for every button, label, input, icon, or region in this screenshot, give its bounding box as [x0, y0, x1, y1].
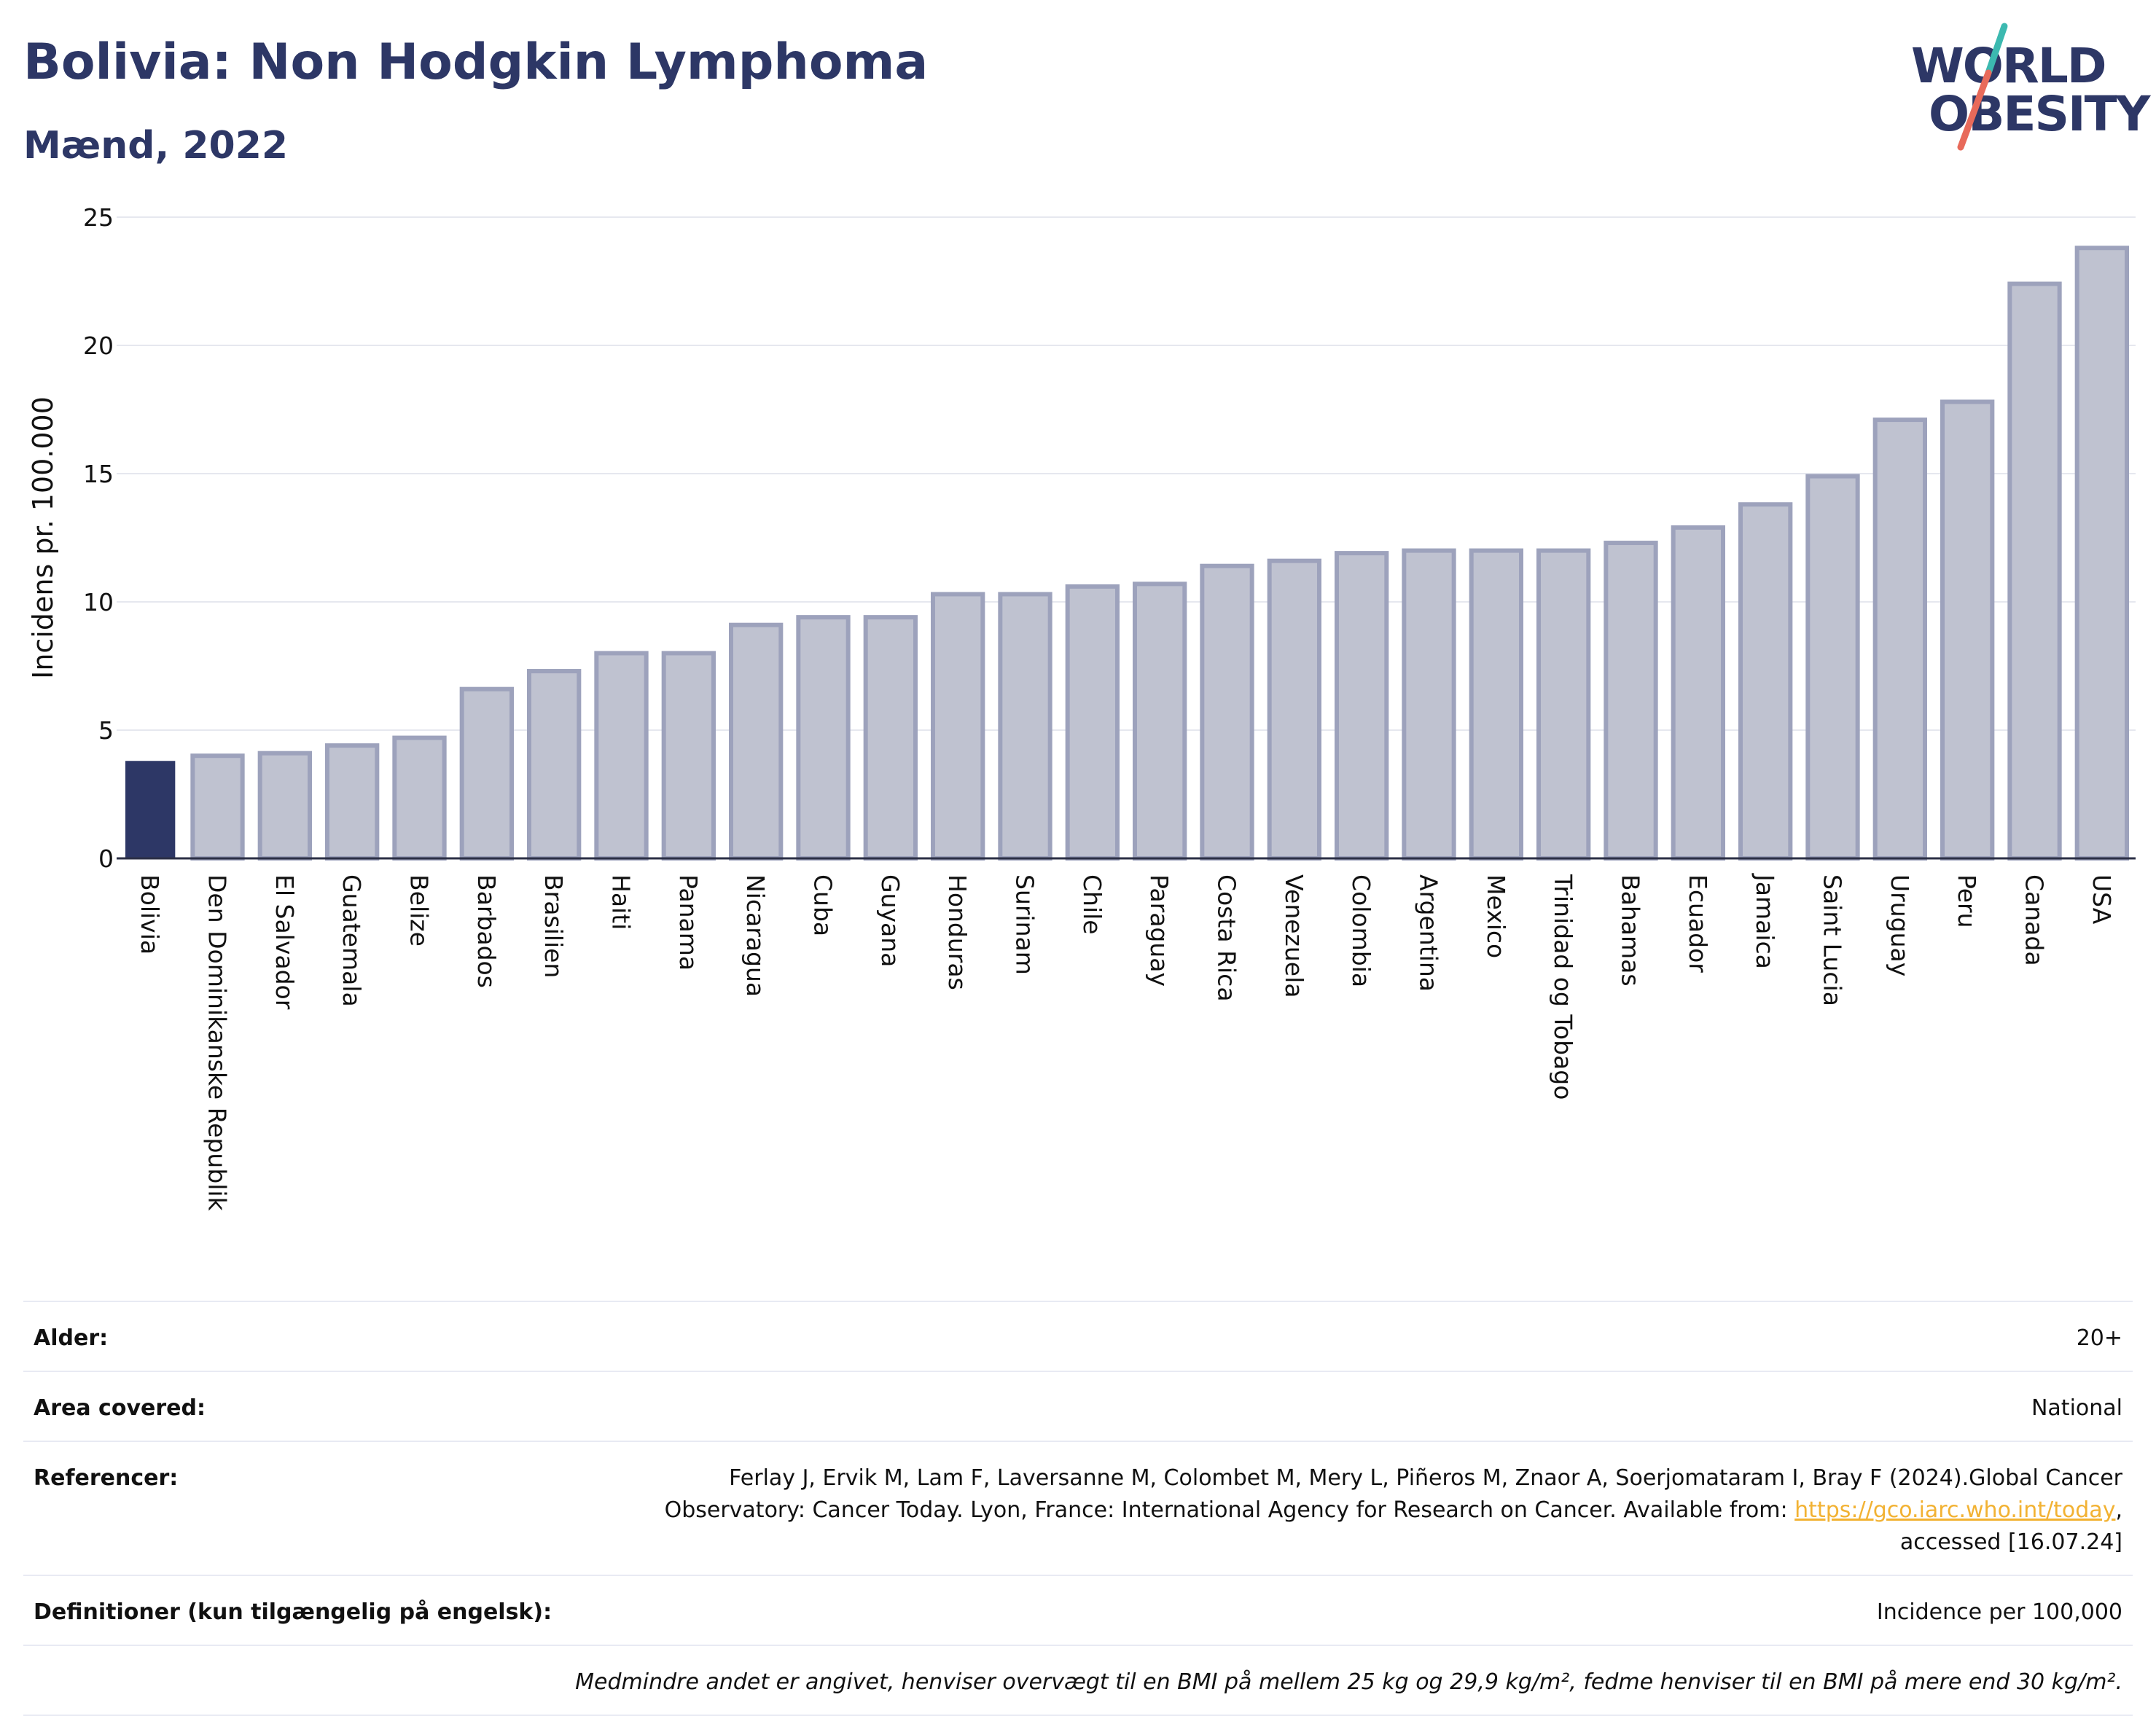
x-tick-label: Trinidad og Tobago: [1549, 874, 1577, 1100]
info-label: Alder:: [34, 1325, 109, 1351]
y-tick-label: 15: [83, 460, 114, 488]
x-tick-label: Panama: [674, 874, 703, 971]
grid-lines: [117, 216, 2136, 731]
bar: [1536, 548, 1591, 861]
y-tick-label: 25: [83, 203, 114, 232]
x-tick-label: Den Dominikanske Republik: [203, 874, 232, 1212]
y-tick-label: 0: [98, 845, 114, 873]
x-tick-label: Mexico: [1482, 874, 1510, 958]
x-tick-label: Colombia: [1347, 874, 1375, 987]
bar: [661, 651, 716, 861]
y-tick-label: 5: [98, 716, 114, 745]
info-row-references: Referencer: Ferlay J, Ervik M, Lam F, La…: [23, 1441, 2133, 1575]
x-tick-label: USA: [2087, 874, 2116, 925]
bar: [1133, 581, 1187, 861]
bars: [117, 246, 2136, 861]
info-row-definitions: Definitioner (kun tilgængelig på engelsk…: [23, 1575, 2133, 1645]
bar: [190, 753, 245, 861]
x-tick-label: El Salvador: [270, 874, 299, 1010]
info-value: Incidence per 100,000: [1876, 1599, 2122, 1625]
info-label: Area covered:: [34, 1395, 206, 1421]
bar: [125, 761, 176, 858]
bar: [527, 669, 582, 861]
footnote: Medmindre andet er angivet, henviser ove…: [575, 1669, 2122, 1695]
bar: [2007, 281, 2062, 861]
bar: [1805, 474, 1860, 861]
bar: [1738, 502, 1793, 861]
x-tick-label: Venezuela: [1280, 874, 1308, 998]
bar: [459, 686, 514, 861]
x-axis-labels: Bolivia Den Dominikanske Republik El Salva…: [136, 873, 2116, 1212]
bar: [392, 735, 447, 861]
x-tick-label: Guatemala: [337, 874, 366, 1007]
x-tick-label: Barbados: [472, 874, 501, 988]
bar: [1065, 584, 1120, 861]
bar: [1200, 563, 1254, 861]
chart-title: Bolivia: Non Hodgkin Lymphoma: [23, 34, 929, 91]
x-tick-label: Uruguay: [1886, 874, 1914, 976]
chart-subtitle: Mænd, 2022: [23, 124, 289, 168]
x-tick-label: Chile: [1078, 874, 1106, 935]
x-tick-label: Saint Lucia: [1819, 874, 1847, 1006]
bar: [594, 651, 649, 861]
info-row-note: Medmindre andet er angivet, henviser ove…: [23, 1645, 2133, 1715]
x-tick-label: Paraguay: [1145, 874, 1173, 987]
bar: [1671, 525, 1725, 861]
reference-accessed: , accessed [16.07.24]: [1899, 1497, 2122, 1555]
x-tick-label: Haiti: [607, 874, 636, 930]
x-tick-label: Jamaica: [1751, 873, 1779, 969]
bar: [1267, 558, 1321, 861]
x-tick-label: Brasilien: [539, 874, 568, 978]
bar: [931, 592, 985, 861]
y-axis-ticks: 0 5 10 15 20 25: [83, 203, 114, 873]
bar: [729, 622, 784, 861]
x-tick-label: Nicaragua: [741, 874, 770, 997]
bar: [1872, 418, 1927, 861]
y-tick-label: 10: [83, 588, 114, 616]
info-value: National: [2031, 1395, 2122, 1421]
x-tick-label: Honduras: [943, 874, 972, 990]
bar: [998, 592, 1052, 861]
bar: [796, 615, 851, 861]
world-obesity-logo: WORLD OBESITY: [1902, 22, 2150, 153]
x-tick-label: Bahamas: [1617, 874, 1645, 987]
y-tick-label: 20: [83, 332, 114, 360]
x-tick-label: Peru: [1953, 874, 1981, 928]
bar: [257, 751, 312, 861]
logo-slash-icon: [1957, 23, 2008, 151]
logo-line-1: WORLD: [1911, 38, 2107, 94]
bar: [1469, 548, 1523, 861]
y-axis-title: Incidens pr. 100.000: [27, 396, 59, 679]
x-tick-label: Guyana: [876, 874, 905, 967]
bar: [325, 743, 380, 861]
x-tick-label: Cuba: [809, 874, 837, 936]
x-tick-label: Canada: [2020, 874, 2049, 966]
bar: [1940, 399, 1995, 861]
info-label: Referencer:: [34, 1465, 179, 1491]
info-table: Alder: 20+ Area covered: National Refere…: [23, 1301, 2133, 1716]
bar: [863, 615, 918, 861]
bar: [2074, 246, 2129, 861]
reference-link[interactable]: https://gco.iarc.who.int/today: [1794, 1497, 2116, 1523]
reference-text: Ferlay J, Ervik M, Lam F, Laversanne M, …: [664, 1465, 2122, 1523]
x-tick-label: Bolivia: [136, 874, 164, 955]
info-row-area: Area covered: National: [23, 1371, 2133, 1441]
bar: [1402, 548, 1456, 861]
info-value: 20+: [2076, 1325, 2122, 1351]
info-value: Ferlay J, Ervik M, Lam F, Laversanne M, …: [628, 1462, 2122, 1559]
x-tick-label: Belize: [405, 874, 434, 947]
info-label: Definitioner (kun tilgængelig på engelsk…: [34, 1599, 552, 1625]
bar-chart: 0 5 10 15 20 25 Bolivia Den Dominikanske Repub…: [27, 203, 2136, 1212]
bar: [1335, 551, 1389, 861]
x-tick-label: Argentina: [1415, 874, 1443, 992]
info-row-age: Alder: 20+: [23, 1301, 2133, 1371]
x-tick-label: Surinam: [1011, 874, 1039, 975]
bar: [1604, 541, 1658, 861]
x-tick-label: Costa Rica: [1213, 874, 1241, 1002]
x-tick-label: Ecuador: [1684, 874, 1712, 973]
